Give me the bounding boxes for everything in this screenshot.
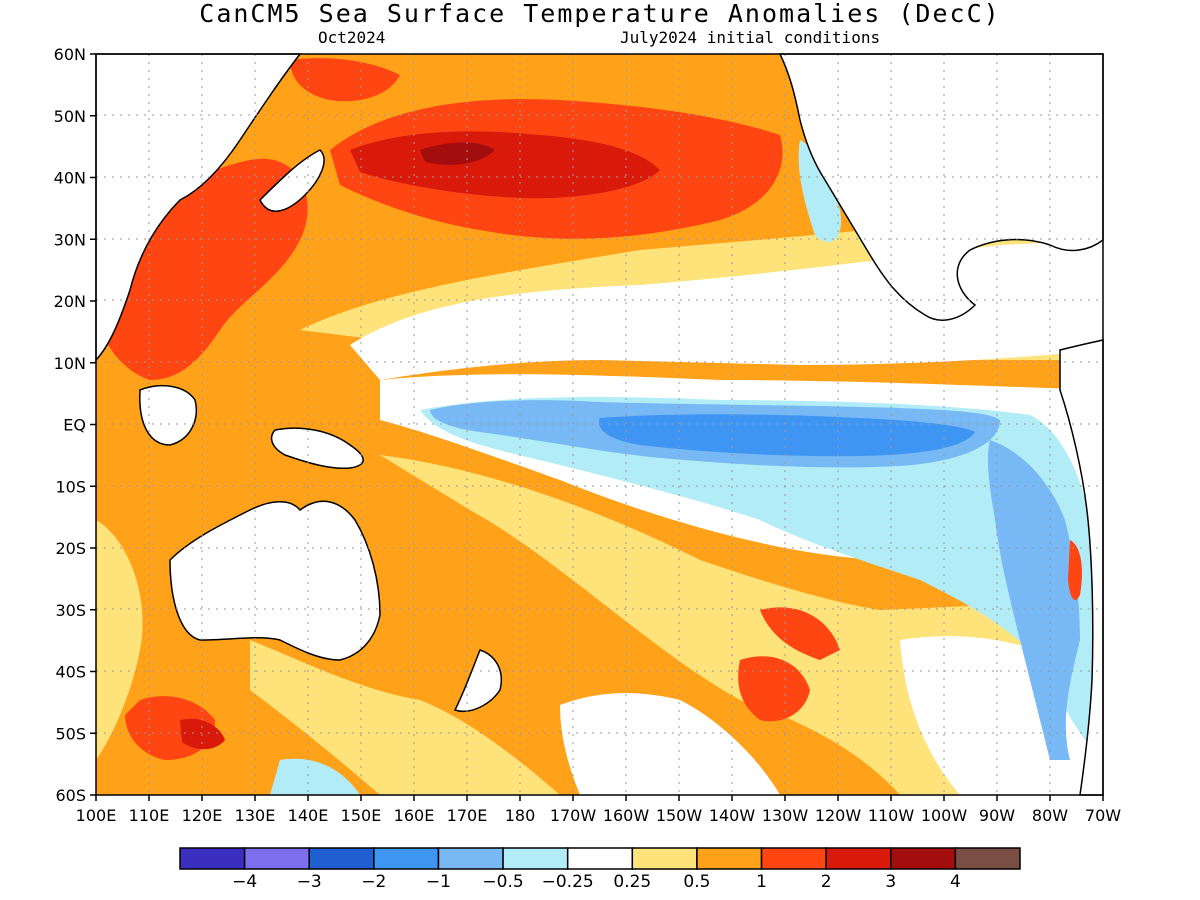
- colorbar-label: 3: [885, 872, 896, 892]
- lon-tick-label: 160W: [603, 806, 650, 825]
- lat-tick-label: 40S: [55, 663, 86, 682]
- colorbar-label: −2: [361, 872, 386, 892]
- colorbar-swatch: [437, 847, 504, 870]
- map-title: CanCM5 Sea Surface Temperature Anomalies…: [199, 0, 1001, 28]
- anomaly-region-cool: [270, 758, 360, 795]
- anomaly-region-cold: [987, 440, 1080, 760]
- initial-conditions: July2024 initial conditions: [620, 28, 881, 47]
- lon-tick-label: 130W: [762, 806, 809, 825]
- colorbar-swatch: [308, 847, 375, 870]
- anomaly-region-cool: [798, 140, 841, 242]
- land-japan: [259, 149, 325, 212]
- anomaly-region-hot: [760, 607, 840, 660]
- lat-tick-label: 30S: [55, 601, 86, 620]
- colorbar-swatch: [566, 847, 634, 870]
- land-borneo: [139, 384, 197, 446]
- lon-tick-label: 170W: [550, 806, 597, 825]
- lon-tick-label: 110E: [129, 806, 170, 825]
- anomaly-region-hottest: [420, 142, 495, 165]
- lat-tick-label: 10N: [54, 354, 86, 373]
- lat-tick-label: 40N: [54, 169, 86, 188]
- land-north-america: [778, 53, 1104, 321]
- lon-tick-label: 100W: [921, 806, 968, 825]
- colorbar-label: 0.5: [683, 872, 710, 892]
- lon-tick-label: 70W: [1085, 806, 1121, 825]
- colorbar-label: 0.25: [613, 872, 651, 892]
- lat-tick-label: 20S: [55, 539, 86, 558]
- anomaly-region-hotter: [180, 718, 225, 750]
- lon-tick-label: 130E: [235, 806, 276, 825]
- lon-tick-label: 120W: [815, 806, 862, 825]
- lon-tick-label: 110W: [868, 806, 915, 825]
- colorbar-swatch: [502, 847, 569, 870]
- land-new-guinea: [270, 427, 364, 470]
- land-australia: [169, 500, 381, 661]
- lon-tick-label: 160E: [394, 806, 435, 825]
- colorbar-swatch: [696, 847, 763, 870]
- anomaly-region-warm: [96, 520, 143, 760]
- lat-tick-label: 20N: [54, 292, 86, 311]
- colorbar-label: −3: [297, 872, 322, 892]
- colorbar-label: −0.5: [482, 872, 523, 892]
- lat-tick-label: EQ: [63, 416, 86, 435]
- lat-tick-label: 10S: [55, 477, 86, 496]
- colorbar-swatch: [631, 847, 698, 870]
- colorbar: −4 −3 −2 −1 −0.5 −0.25 0.25 0.5 1 2 3 4: [179, 847, 1021, 892]
- colorbar-label: −1: [426, 872, 451, 892]
- lon-tick-label: 150W: [656, 806, 703, 825]
- colorbar-swatch: [890, 847, 957, 870]
- lon-tick-label: 80W: [1032, 806, 1068, 825]
- lat-tick-label: 50S: [55, 724, 86, 743]
- colorbar-swatch: [825, 847, 892, 870]
- colorbar-label: 2: [821, 872, 832, 892]
- colorbar-label: −4: [232, 872, 257, 892]
- colorbar-swatch: [760, 847, 827, 870]
- lat-tick-label: 60N: [54, 45, 86, 64]
- latitude-axis: 60N 50N 40N 30N 20N 10N EQ 10S 20S 30S 40S 50S 60S: [54, 45, 96, 805]
- landmasses: [95, 53, 1104, 796]
- colorbar-label: 1: [756, 872, 767, 892]
- lon-tick-label: 120E: [182, 806, 223, 825]
- lon-tick-label: 170E: [447, 806, 488, 825]
- anomaly-region-hot: [290, 58, 400, 102]
- colorbar-swatch: [373, 847, 440, 870]
- colorbar-swatch: [954, 847, 1021, 870]
- anomaly-region-cool: [420, 397, 1103, 760]
- anomaly-region-warm: [250, 640, 560, 795]
- longitude-axis: 100E 110E 120E 130E 140E 150E 160E 170E 180 170W 1…: [76, 795, 1121, 825]
- anomaly-region-neutral: [560, 693, 780, 795]
- lon-tick-label: 140E: [288, 806, 329, 825]
- colorbar-label: 4: [950, 872, 961, 892]
- lon-tick-label: 90W: [979, 806, 1015, 825]
- colorbar-label: −0.25: [542, 872, 594, 892]
- lon-tick-label: 140W: [709, 806, 756, 825]
- anomaly-region-hot: [738, 656, 810, 722]
- land-asia: [95, 53, 302, 362]
- forecast-month: Oct2024: [318, 28, 386, 47]
- lon-tick-label: 150E: [341, 806, 382, 825]
- colorbar-swatch: [243, 847, 310, 870]
- lat-tick-label: 50N: [54, 107, 86, 126]
- colorbar-swatch: [179, 847, 246, 870]
- anomaly-region-strong-cold: [599, 414, 975, 457]
- lon-tick-label: 100E: [76, 806, 117, 825]
- lat-tick-label: 30N: [54, 230, 86, 249]
- lat-tick-label: 60S: [55, 786, 86, 805]
- graticule: [96, 54, 1103, 795]
- lon-tick-label: 180: [505, 806, 536, 825]
- anomaly-region-hot: [1068, 540, 1082, 600]
